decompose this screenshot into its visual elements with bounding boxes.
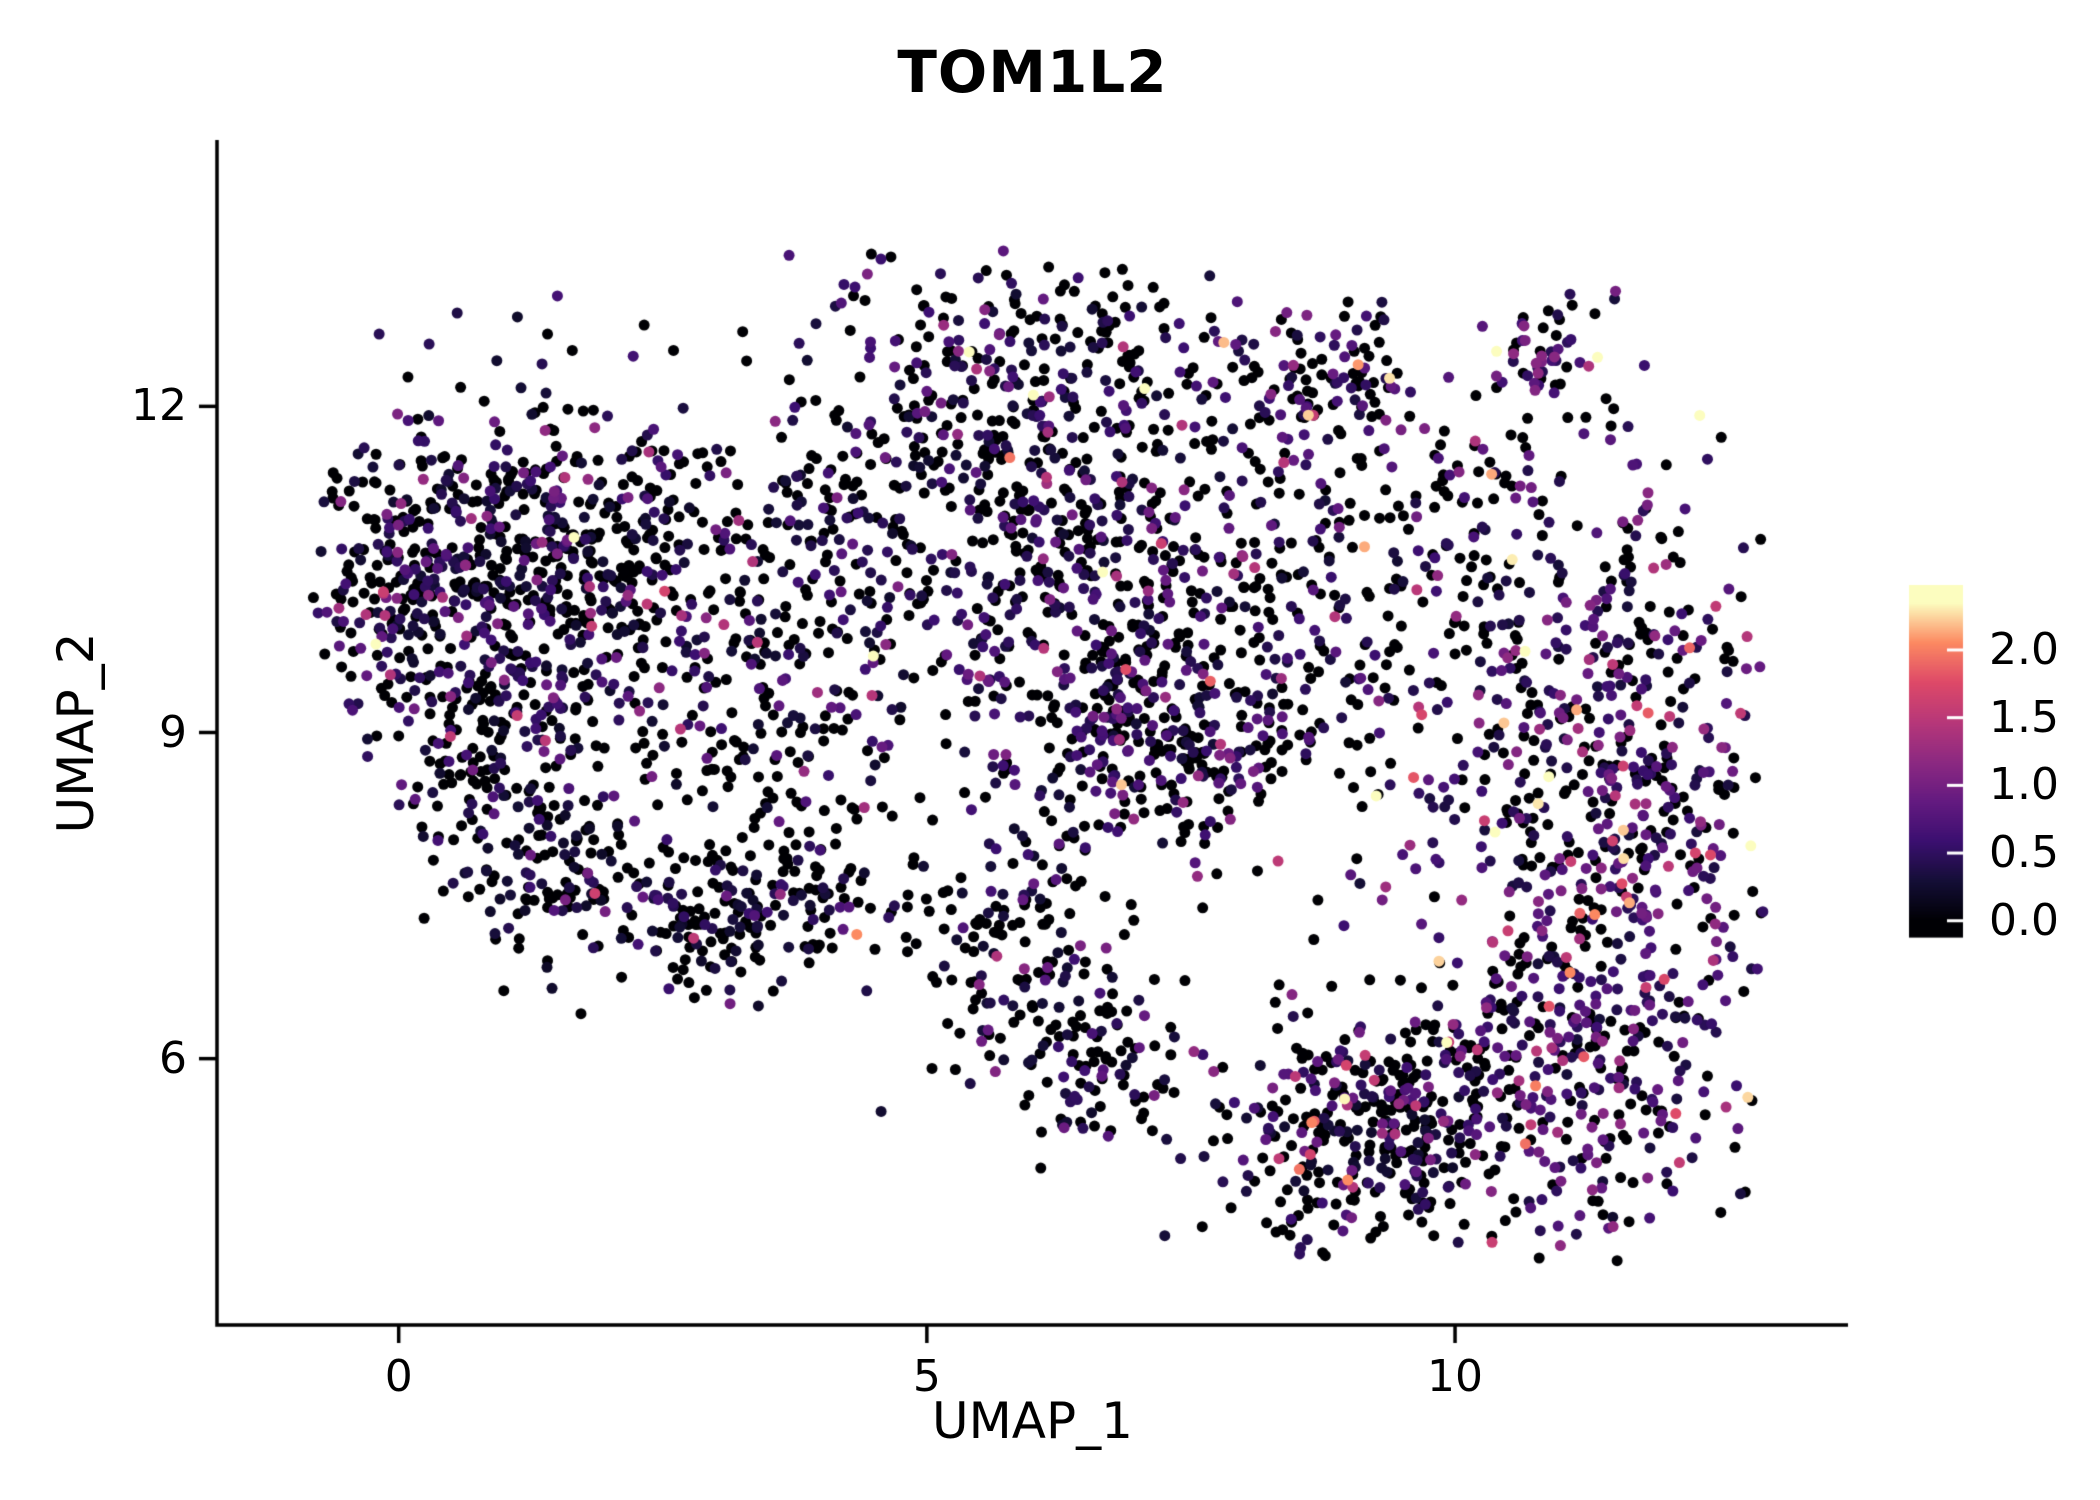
colorbar-tick-label: 0.5 xyxy=(1989,827,2059,879)
x-tick-label: 5 xyxy=(912,1351,941,1402)
x-tick-label: 10 xyxy=(1427,1351,1484,1402)
y-tick-label: 12 xyxy=(131,380,187,432)
colorbar-tick-label: 0.0 xyxy=(1989,894,2059,946)
y-axis-label: UMAP_2 xyxy=(47,632,105,834)
x-tick-label: 0 xyxy=(384,1351,413,1402)
plot-title: TOM1L2 xyxy=(897,38,1168,106)
colorbar-tick-label: 1.5 xyxy=(1989,691,2059,743)
colorbar-tick-label: 2.0 xyxy=(1989,623,2059,675)
colorbar-tick-label: 1.0 xyxy=(1989,759,2059,811)
x-axis-label: UMAP_1 xyxy=(932,1392,1133,1450)
y-tick-label: 6 xyxy=(159,1032,187,1084)
y-tick-label: 9 xyxy=(159,706,187,758)
